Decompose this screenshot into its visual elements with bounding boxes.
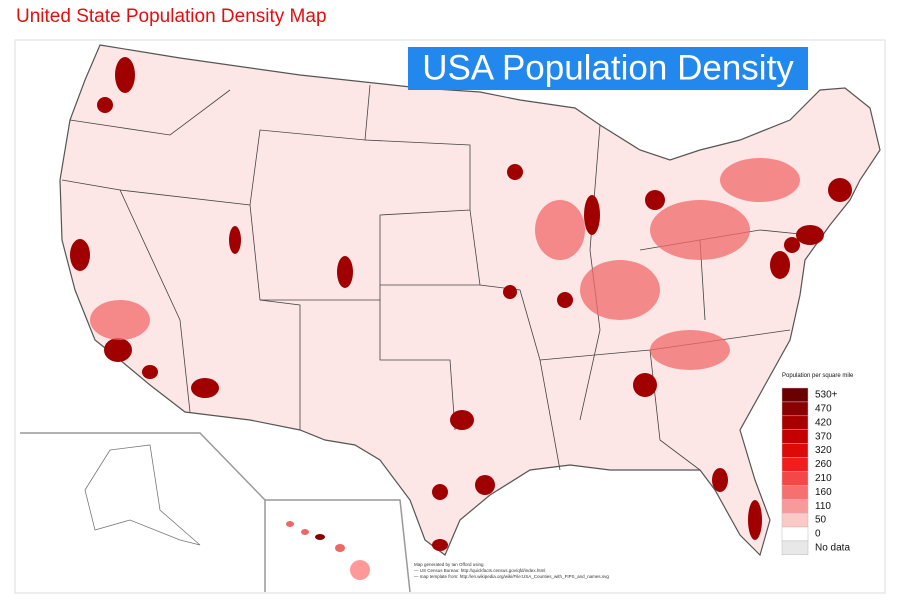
legend-swatch (781, 485, 809, 500)
legend-label: 530+ (815, 390, 838, 401)
inset-border (20, 432, 266, 592)
legend-swatch (781, 457, 809, 472)
legend-label: 110 (815, 501, 831, 512)
legend-label: 320 (815, 445, 832, 456)
legend-label: 50 (815, 515, 827, 526)
legend-swatch (781, 512, 809, 528)
moderate-areas (90, 158, 800, 370)
legend-swatch (781, 526, 809, 542)
legend-label: 0 (815, 529, 821, 540)
legend-swatch (781, 401, 809, 417)
inset-border (265, 499, 411, 593)
state-borders (61, 84, 811, 471)
credits: Map generated by Ian Offord using— US Ce… (414, 562, 609, 579)
legend-label: 260 (815, 459, 832, 470)
legend-label: 160 (815, 487, 832, 498)
credit-line: — US Census Bureau: http://quickfacts.ce… (414, 568, 545, 573)
legend-swatch (781, 415, 809, 430)
legend: 530+ 470 420 370 320 260 210 160 110 50 0 No data (781, 387, 850, 556)
legend-label: No data (815, 543, 850, 554)
legend-label: 210 (815, 473, 832, 484)
map-title-box (408, 47, 808, 90)
legend-label: 370 (815, 431, 832, 442)
dense-areas (70, 57, 852, 551)
legend-label: 420 (815, 417, 832, 428)
usa-outline (59, 44, 881, 557)
credit-line: Map generated by Ian Offord using (414, 562, 484, 567)
legend-swatch (781, 429, 809, 444)
page-title: United State Population Density Map (16, 6, 327, 27)
credit-line: — map template from: http://en.wikipedia… (414, 574, 609, 579)
legend-title: Population per square mile (782, 373, 854, 379)
legend-label: 470 (815, 404, 832, 415)
legend-swatch (781, 443, 809, 458)
legend-swatch (781, 471, 809, 486)
alaska (84, 444, 201, 546)
hawaii (286, 521, 370, 580)
map-title: USA Population Density (422, 48, 794, 87)
legend-swatch (781, 540, 809, 556)
legend-swatch (781, 387, 809, 403)
legend-swatch (781, 498, 809, 514)
